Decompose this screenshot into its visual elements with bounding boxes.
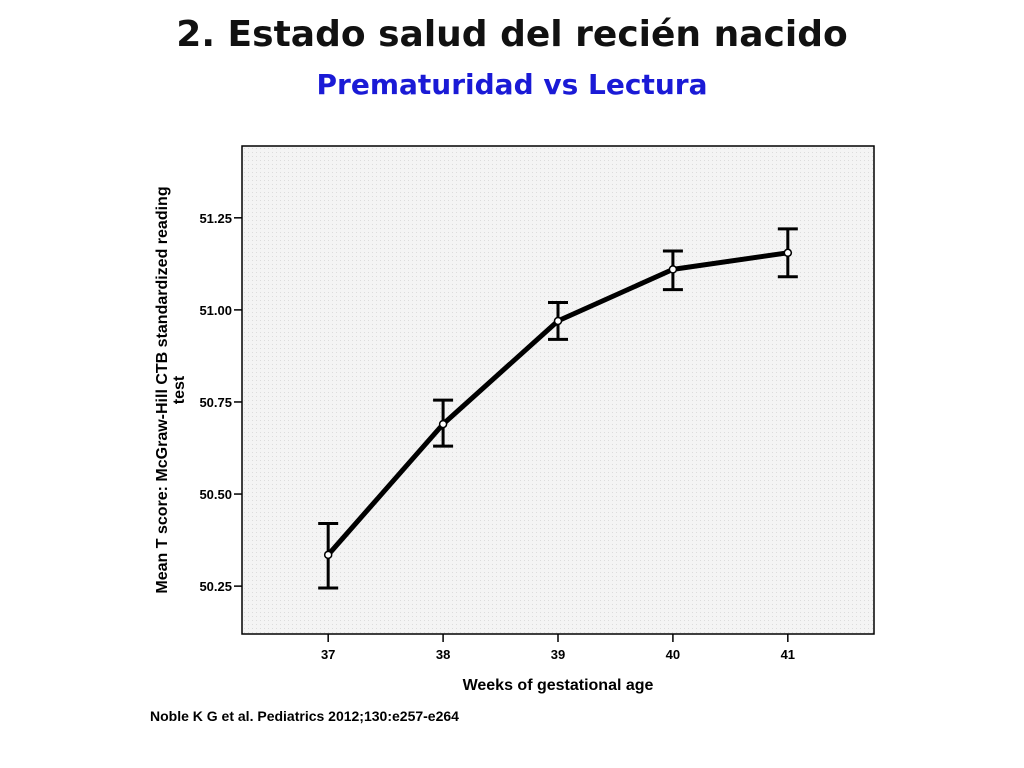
data-point bbox=[668, 265, 678, 274]
x-tick-label: 39 bbox=[551, 647, 565, 662]
x-tick-label: 40 bbox=[666, 647, 680, 662]
y-axis-ticks: 50.25 50.50 50.75 51.00 51.25 bbox=[199, 211, 242, 594]
citation: Noble K G et al. Pediatrics 2012;130:e25… bbox=[150, 708, 459, 724]
data-point bbox=[783, 248, 793, 258]
y-tick-label: 51.25 bbox=[199, 211, 232, 226]
page-subtitle: Prematuridad vs Lectura bbox=[316, 68, 708, 101]
data-point bbox=[323, 550, 333, 560]
data-point bbox=[438, 419, 448, 429]
x-tick-label: 38 bbox=[436, 647, 450, 662]
data-point bbox=[553, 316, 563, 326]
y-tick-label: 50.75 bbox=[199, 395, 232, 410]
x-axis-title: Weeks of gestational age bbox=[463, 677, 654, 694]
y-axis-title-line-1: Mean T score: McGraw-Hill CTB standardiz… bbox=[154, 186, 171, 593]
x-axis-ticks: 37 38 39 40 41 bbox=[321, 634, 795, 662]
data-points bbox=[323, 248, 793, 560]
x-tick-label: 41 bbox=[781, 647, 795, 662]
x-tick-label: 37 bbox=[321, 647, 335, 662]
y-tick-label: 50.25 bbox=[199, 579, 232, 594]
y-tick-label: 51.00 bbox=[199, 303, 232, 318]
page-title: 2. Estado salud del recién nacido bbox=[176, 14, 848, 55]
y-tick-label: 50.50 bbox=[199, 487, 232, 502]
y-axis-title-line-2: test bbox=[171, 375, 188, 404]
plot-area bbox=[241, 145, 875, 635]
